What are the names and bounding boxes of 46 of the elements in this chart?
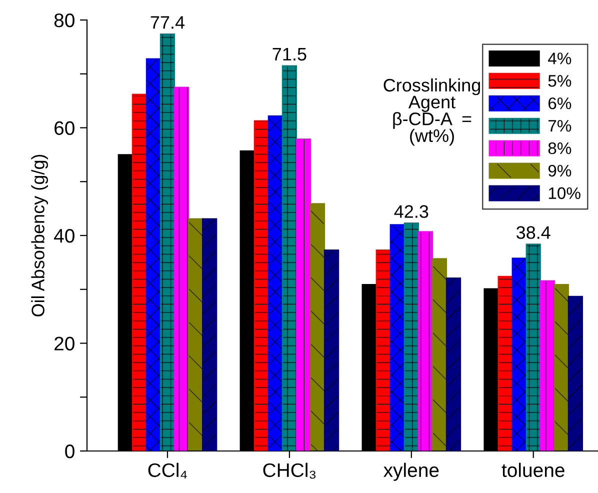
bar bbox=[188, 218, 204, 451]
bar bbox=[568, 296, 584, 451]
bar bbox=[432, 258, 448, 451]
x-tick-label: CCl₄ bbox=[148, 462, 187, 479]
bar bbox=[446, 278, 462, 451]
bar bbox=[324, 249, 340, 451]
x-tick-label: CHCl₃ bbox=[263, 462, 316, 479]
bar bbox=[146, 58, 162, 451]
bar bbox=[554, 284, 569, 451]
legend-label: 9% bbox=[548, 164, 572, 177]
bar bbox=[254, 120, 269, 451]
y-tick-label: 60 bbox=[54, 121, 74, 135]
x-tick-label: toluene bbox=[502, 462, 564, 478]
bar bbox=[310, 203, 326, 451]
legend-label: 6% bbox=[548, 97, 572, 110]
y-tick-label: 40 bbox=[54, 228, 74, 243]
legend-label: 5% bbox=[548, 75, 572, 87]
bar bbox=[376, 249, 391, 451]
y-tick-label: 0 bbox=[65, 444, 74, 458]
legend-label: 4% bbox=[548, 52, 572, 64]
bar bbox=[390, 224, 405, 451]
bar bbox=[268, 115, 283, 451]
bar bbox=[296, 138, 312, 451]
data-label: 42.3 bbox=[394, 205, 428, 218]
bar bbox=[418, 231, 433, 451]
data-label: 38.4 bbox=[516, 226, 550, 239]
legend-label: 10% bbox=[548, 187, 580, 200]
y-tick-label: 80 bbox=[54, 13, 74, 28]
legend-label: 8% bbox=[548, 142, 572, 154]
data-label: 71.5 bbox=[272, 48, 306, 61]
y-tick-label: 20 bbox=[54, 336, 74, 350]
bar bbox=[202, 218, 218, 451]
legend-title: Crosslinking Agent β-CD-A = (wt%) bbox=[384, 78, 480, 146]
bar bbox=[498, 276, 513, 451]
bar bbox=[404, 222, 419, 451]
y-axis-title: Oil Absorbency (g/g) bbox=[31, 154, 48, 316]
bar bbox=[540, 280, 555, 451]
data-label: 77.4 bbox=[150, 16, 185, 29]
x-tick-label: xylene bbox=[384, 462, 439, 481]
legend-label: 7% bbox=[548, 120, 572, 132]
bar bbox=[526, 244, 541, 451]
bar bbox=[282, 65, 298, 451]
bar bbox=[512, 258, 527, 451]
bar bbox=[160, 33, 176, 451]
bar bbox=[132, 94, 148, 451]
bar bbox=[174, 86, 190, 451]
